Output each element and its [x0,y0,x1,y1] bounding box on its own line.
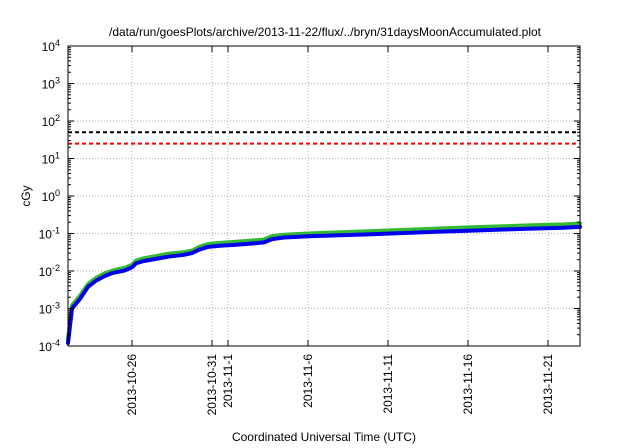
y-tick-label: 100 [42,188,60,204]
axis-ticks [68,45,580,347]
y-tick-label: 10-4 [39,338,60,354]
x-tick-label: 2013-11-11 [381,354,395,414]
y-axis-label: cGy [19,185,33,206]
y-tick-label: 10-1 [39,226,60,242]
x-tick-label: 2013-10-31 [205,354,219,416]
x-tick-labels: 2013-10-26 2013-10-31 2013-11-1 2013-11-6 20… [125,354,555,416]
x-tick-label: 2013-11-21 [541,354,555,415]
y-tick-labels: 10-4 10-3 10-2 10-1 100 101 102 103 104 [39,38,60,354]
x-tick-label: 2013-11-1 [221,354,235,408]
y-tick-label: 102 [42,113,60,129]
x-tick-label: 2013-11-6 [301,354,315,408]
y-tick-label: 104 [42,38,60,54]
x-tick-label: 2013-10-26 [125,354,139,416]
chart-title: /data/run/goesPlots/archive/2013-11-22/f… [109,25,542,39]
y-tick-label: 10-3 [39,301,60,317]
x-axis-label: Coordinated Universal Time (UTC) [232,430,416,444]
y-tick-label: 10-2 [39,263,60,279]
y-tick-label: 101 [42,151,60,167]
x-tick-label: 2013-11-16 [461,354,475,415]
series-line-1 [66,221,582,342]
data-series [66,221,582,345]
series-line-2 [66,224,582,345]
grid [68,46,580,346]
y-tick-label: 103 [42,76,60,92]
reference-lines [68,131,580,145]
